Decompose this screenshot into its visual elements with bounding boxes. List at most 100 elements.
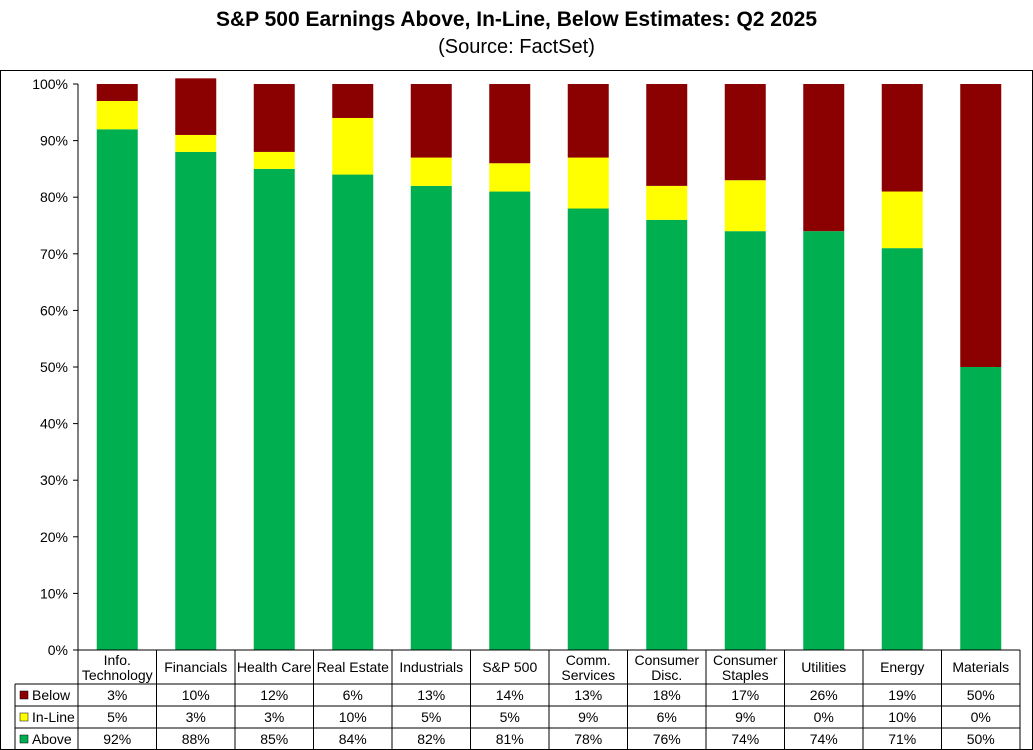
y-tick-label: 100% — [32, 76, 68, 92]
bar-segment-above — [724, 231, 766, 650]
x-category-label: Utilities — [801, 659, 846, 675]
data-label: 84% — [339, 731, 367, 747]
y-tick-label: 0% — [48, 642, 68, 658]
bar-segment-in-line — [175, 134, 217, 152]
data-label: 14% — [496, 687, 524, 703]
y-tick-label: 20% — [40, 529, 68, 545]
bar-segment-below — [253, 84, 295, 152]
bar-segment-in-line — [410, 157, 452, 186]
data-label: 0% — [814, 709, 834, 725]
bar-segment-below — [410, 84, 452, 158]
data-label: 26% — [810, 687, 838, 703]
data-label: 3% — [107, 687, 127, 703]
x-category-label: Comm. Services — [561, 652, 615, 683]
data-label: 71% — [888, 731, 916, 747]
data-label: 18% — [653, 687, 681, 703]
bar-segment-in-line — [567, 157, 609, 209]
bar-segment-above — [96, 129, 138, 650]
data-label: 10% — [182, 687, 210, 703]
x-category-label: Consumer Disc. — [634, 652, 699, 683]
legend-label-below: Below — [32, 687, 71, 703]
data-label: 6% — [657, 709, 677, 725]
bar-segment-in-line — [724, 180, 766, 232]
data-label: 78% — [574, 731, 602, 747]
bar-segment-above — [646, 219, 688, 650]
x-category-label: Info. Technology — [82, 652, 153, 683]
data-label: 9% — [578, 709, 598, 725]
x-category-label: Consumer Staples — [713, 652, 778, 683]
bar-segment-in-line — [489, 163, 531, 192]
bar-segment-below — [881, 84, 923, 192]
legend-key-below — [19, 690, 29, 700]
bar-segment-below — [332, 84, 374, 118]
y-tick-label: 40% — [40, 416, 68, 432]
y-tick-label: 10% — [40, 585, 68, 601]
data-label: 3% — [186, 709, 206, 725]
chart-title: S&P 500 Earnings Above, In-Line, Below E… — [215, 8, 818, 31]
data-label: 81% — [496, 731, 524, 747]
bar-segment-above — [175, 151, 217, 651]
bars — [96, 78, 1002, 651]
chart-subtitle: (Source: FactSet) — [438, 36, 595, 58]
bar-segment-above — [410, 185, 452, 650]
x-category-label: Materials — [952, 659, 1009, 675]
bar-segment-below — [646, 84, 688, 186]
data-label: 13% — [417, 687, 445, 703]
data-label: 10% — [888, 709, 916, 725]
data-label: 76% — [653, 731, 681, 747]
data-label: 50% — [967, 731, 995, 747]
y-tick-label: 80% — [40, 189, 68, 205]
bar-segment-above — [567, 208, 609, 650]
data-label: 85% — [260, 731, 288, 747]
data-label: 50% — [967, 687, 995, 703]
x-category-label: Industrials — [399, 659, 463, 675]
data-label: 19% — [888, 687, 916, 703]
data-label: 13% — [574, 687, 602, 703]
bar-segment-in-line — [881, 191, 923, 249]
bar-segment-below — [96, 84, 138, 101]
legend-label-above: Above — [32, 731, 72, 747]
bar-segment-below — [567, 84, 609, 158]
data-label: 6% — [343, 687, 363, 703]
y-tick-label: 70% — [40, 246, 68, 262]
data-label: 92% — [103, 731, 131, 747]
y-tick-label: 90% — [40, 133, 68, 149]
y-tick-label: 50% — [40, 359, 68, 375]
x-category-label: Energy — [880, 659, 924, 675]
data-label: 0% — [971, 709, 991, 725]
data-label: 5% — [107, 709, 127, 725]
bar-segment-below — [489, 84, 531, 164]
data-label: 17% — [731, 687, 759, 703]
bar-segment-above — [489, 191, 531, 651]
bar-segment-in-line — [96, 100, 138, 130]
data-label: 12% — [260, 687, 288, 703]
bar-segment-above — [332, 174, 374, 650]
data-table: Info. Technology Financials Health Care Real… — [14, 649, 1021, 750]
bar-segment-above — [960, 367, 1002, 650]
data-label: 88% — [182, 731, 210, 747]
x-category-label: S&P 500 — [482, 659, 537, 675]
y-axis: 0% 10% 20% 30% 40% 50% 60% 70% 80% 90% 100% — [32, 76, 79, 658]
y-tick-label: 30% — [40, 472, 68, 488]
y-tick-label: 60% — [40, 302, 68, 318]
bar-segment-in-line — [253, 151, 295, 169]
x-category-label: Financials — [164, 659, 227, 675]
bar-segment-above — [881, 248, 923, 650]
data-label: 74% — [731, 731, 759, 747]
data-label: 3% — [264, 709, 284, 725]
data-label: 9% — [735, 709, 755, 725]
legend-key-in-line — [19, 712, 29, 722]
x-category-label: Real Estate — [317, 659, 390, 675]
data-label: 5% — [500, 709, 520, 725]
legend-label-in-line: In-Line — [32, 709, 75, 725]
legend-key-above — [19, 734, 29, 744]
bar-segment-below — [960, 84, 1002, 367]
bar-segment-below — [175, 78, 217, 135]
bar-segment-above — [253, 168, 295, 650]
x-category-label: Health Care — [237, 659, 312, 675]
data-label: 5% — [421, 709, 441, 725]
data-label: 82% — [417, 731, 445, 747]
bar-segment-in-line — [646, 185, 688, 220]
bar-segment-below — [803, 84, 845, 232]
